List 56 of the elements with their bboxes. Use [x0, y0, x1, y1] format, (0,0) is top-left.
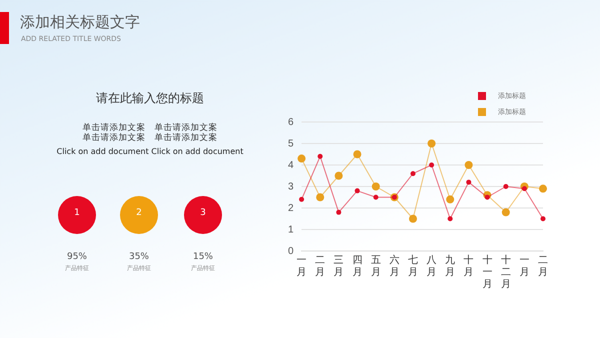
- point: [408, 214, 417, 223]
- point: [466, 180, 472, 185]
- point: [448, 216, 453, 222]
- point: [446, 195, 454, 204]
- point: [336, 210, 342, 215]
- x-tick-label: 四月: [352, 254, 362, 278]
- point: [373, 194, 378, 200]
- text: 15%: [192, 252, 214, 262]
- x-tick-label: 十一月: [482, 254, 492, 290]
- point: [372, 182, 380, 190]
- text: Click on add document Click on add document: [56, 147, 244, 156]
- text: 添加相关标题文字: [20, 13, 140, 32]
- x-tick-label: 九月: [445, 254, 456, 278]
- text: 单击请添加文案 单击请添加文案: [82, 132, 218, 144]
- x-tick-label: 十月: [464, 254, 474, 278]
- point: [410, 171, 416, 176]
- point: [522, 186, 527, 192]
- y-tick-label: 0: [288, 246, 294, 257]
- y-tick-label: 3: [288, 181, 294, 192]
- x-tick-label: 八月: [426, 254, 437, 278]
- text: 请在此输入您的标题: [95, 90, 205, 107]
- y-tick-label: 6: [288, 116, 294, 128]
- x-tick-label: 七月: [408, 254, 418, 278]
- point: [354, 188, 360, 194]
- y-tick-label: 2: [288, 202, 294, 214]
- x-tick-label: 二月: [315, 254, 326, 278]
- x-tick-label: 六月: [389, 254, 400, 278]
- point: [464, 161, 473, 169]
- point: [429, 162, 434, 168]
- x-tick-label: 一月: [296, 254, 307, 278]
- point: [334, 172, 343, 180]
- x-tick-label: 一月: [519, 254, 530, 278]
- text: 35%: [128, 252, 150, 262]
- x-tick-label: 十二月: [500, 254, 511, 290]
- x-tick-label: 三月: [334, 254, 344, 278]
- point: [353, 150, 362, 158]
- text: 单击请添加文案 单击请添加文案: [82, 122, 218, 133]
- text: 2: [135, 208, 143, 218]
- point: [503, 184, 508, 189]
- point: [318, 154, 323, 159]
- y-tick-label: 4: [288, 160, 294, 171]
- point: [540, 216, 546, 222]
- x-tick-label: 二月: [538, 254, 548, 278]
- y-tick-label: 5: [288, 138, 294, 150]
- text: 3: [199, 208, 207, 218]
- point: [502, 208, 510, 216]
- y-tick-label: 1: [288, 224, 294, 236]
- text: 1: [73, 208, 81, 218]
- point: [299, 196, 304, 202]
- point: [298, 154, 306, 163]
- point: [484, 194, 490, 200]
- x-tick-label: 五月: [370, 254, 381, 278]
- point: [428, 140, 436, 148]
- point: [316, 193, 324, 202]
- point: [539, 184, 547, 193]
- text: 95%: [66, 252, 88, 262]
